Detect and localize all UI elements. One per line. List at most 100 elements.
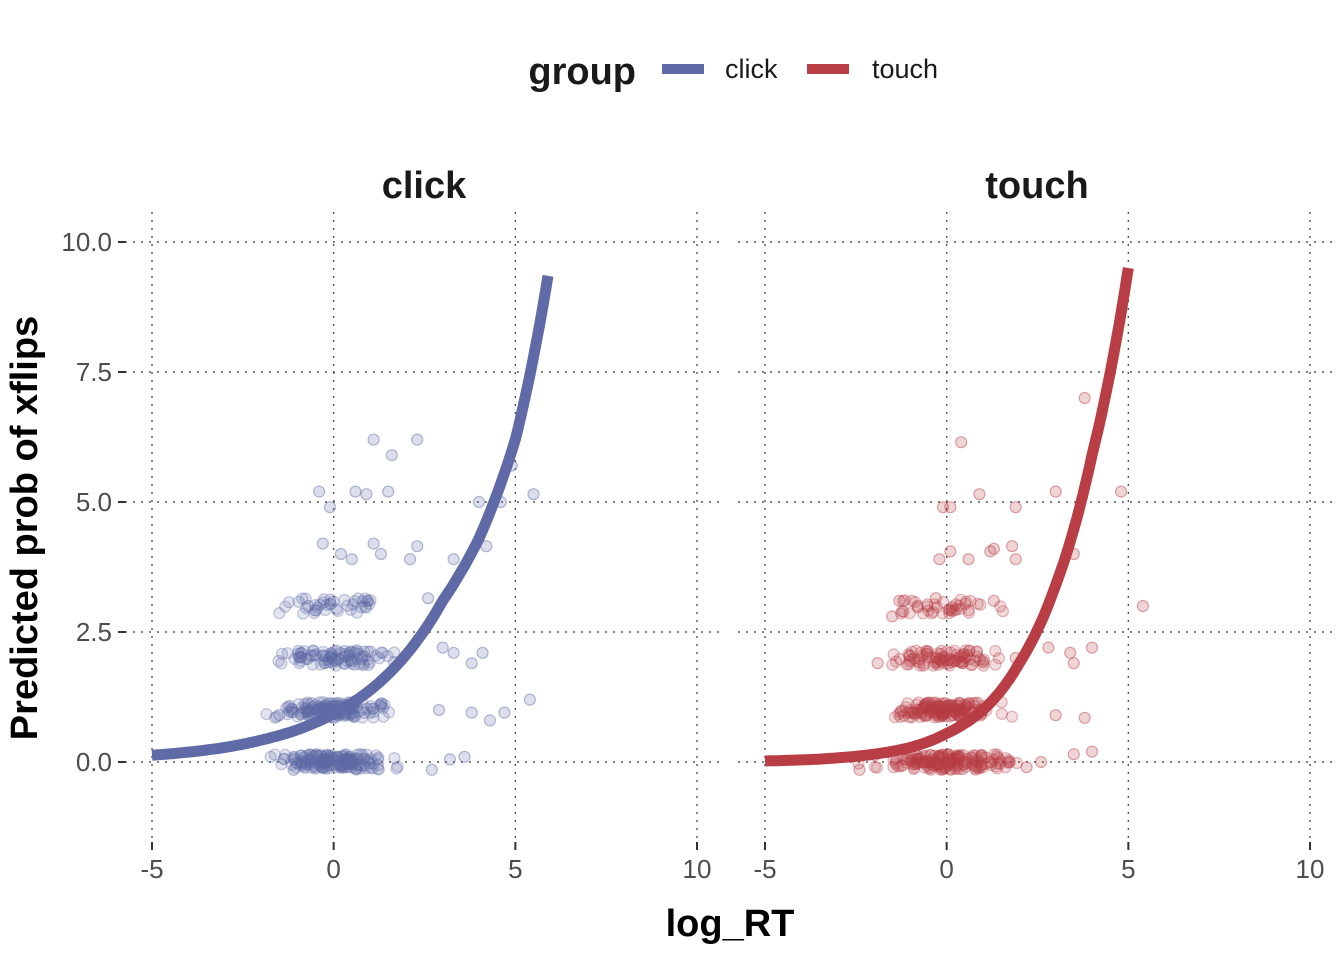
data-point xyxy=(922,762,935,775)
data-point xyxy=(350,763,363,776)
data-point xyxy=(960,756,974,769)
data-point xyxy=(343,646,356,660)
data-point xyxy=(958,704,971,717)
data-point xyxy=(934,697,947,710)
data-point xyxy=(915,706,929,719)
data-point xyxy=(341,599,354,612)
data-point xyxy=(918,698,931,711)
data-point xyxy=(935,655,949,668)
data-point xyxy=(309,698,322,712)
x-axis-title: log_RT xyxy=(666,903,795,945)
data-point xyxy=(931,656,944,669)
data-point xyxy=(959,644,972,657)
data-point xyxy=(921,645,935,658)
data-point xyxy=(909,644,923,657)
data-point xyxy=(476,646,489,659)
data-point xyxy=(1020,761,1033,774)
data-point xyxy=(956,656,969,670)
data-point xyxy=(966,697,980,710)
data-point xyxy=(362,658,375,672)
data-point xyxy=(339,757,353,770)
data-point xyxy=(272,654,285,668)
data-point xyxy=(346,758,359,771)
data-point xyxy=(306,649,319,663)
data-point xyxy=(959,700,973,713)
data-point xyxy=(287,763,300,776)
data-point xyxy=(950,762,964,775)
data-point xyxy=(347,598,360,611)
data-point xyxy=(411,433,424,446)
data-point xyxy=(327,759,340,772)
data-point xyxy=(920,647,934,660)
data-point xyxy=(1002,756,1015,769)
data-point xyxy=(908,755,921,768)
data-point xyxy=(345,755,358,768)
data-point xyxy=(316,756,329,769)
data-point xyxy=(341,760,354,774)
data-point xyxy=(289,761,302,774)
data-point xyxy=(331,604,344,618)
data-point xyxy=(903,649,917,662)
data-point xyxy=(936,501,950,514)
data-point xyxy=(361,755,374,768)
data-point xyxy=(934,763,947,776)
data-point xyxy=(1078,711,1091,724)
data-point xyxy=(342,751,355,764)
data-point xyxy=(286,751,299,764)
data-point xyxy=(914,646,927,659)
data-point xyxy=(903,655,916,668)
data-point xyxy=(990,748,1004,761)
data-point xyxy=(903,650,916,663)
data-point xyxy=(959,700,972,713)
data-point xyxy=(955,657,969,670)
data-point xyxy=(366,702,379,716)
data-point xyxy=(364,752,377,765)
data-point xyxy=(283,699,296,713)
data-point xyxy=(375,697,388,710)
data-point xyxy=(334,547,347,561)
data-point xyxy=(928,759,941,772)
data-point xyxy=(925,755,939,768)
data-point xyxy=(292,697,305,711)
data-point xyxy=(954,655,968,668)
data-point xyxy=(924,706,937,719)
data-point xyxy=(339,752,352,766)
data-point xyxy=(962,644,976,657)
data-point xyxy=(964,658,978,672)
data-point xyxy=(364,645,377,658)
data-point xyxy=(319,750,332,763)
data-point xyxy=(363,757,376,770)
data-point xyxy=(920,644,933,658)
data-point xyxy=(313,756,326,770)
data-point xyxy=(1085,641,1099,654)
data-point xyxy=(976,655,989,668)
data-point xyxy=(964,751,978,764)
data-point xyxy=(937,703,950,716)
data-point xyxy=(893,652,907,666)
data-point xyxy=(943,753,957,766)
data-point xyxy=(853,763,866,776)
data-point xyxy=(260,707,273,721)
data-point xyxy=(297,751,310,764)
y-axis-title: Predicted prob of xflips xyxy=(4,316,46,740)
data-point xyxy=(343,653,357,666)
data-point xyxy=(1034,755,1048,769)
data-point xyxy=(974,598,987,611)
data-point xyxy=(929,707,942,720)
data-point xyxy=(307,644,320,657)
data-point xyxy=(300,601,313,615)
data-point xyxy=(378,698,391,711)
data-point xyxy=(994,755,1007,768)
data-point xyxy=(933,706,946,719)
data-point xyxy=(934,761,948,774)
data-point xyxy=(994,757,1007,770)
data-point xyxy=(283,705,296,718)
data-point xyxy=(340,755,353,768)
data-point xyxy=(963,644,976,657)
data-point xyxy=(952,762,966,776)
data-point xyxy=(295,651,308,664)
data-point xyxy=(328,645,341,658)
data-point xyxy=(964,594,977,608)
data-point xyxy=(917,702,930,715)
data-point xyxy=(329,659,342,672)
